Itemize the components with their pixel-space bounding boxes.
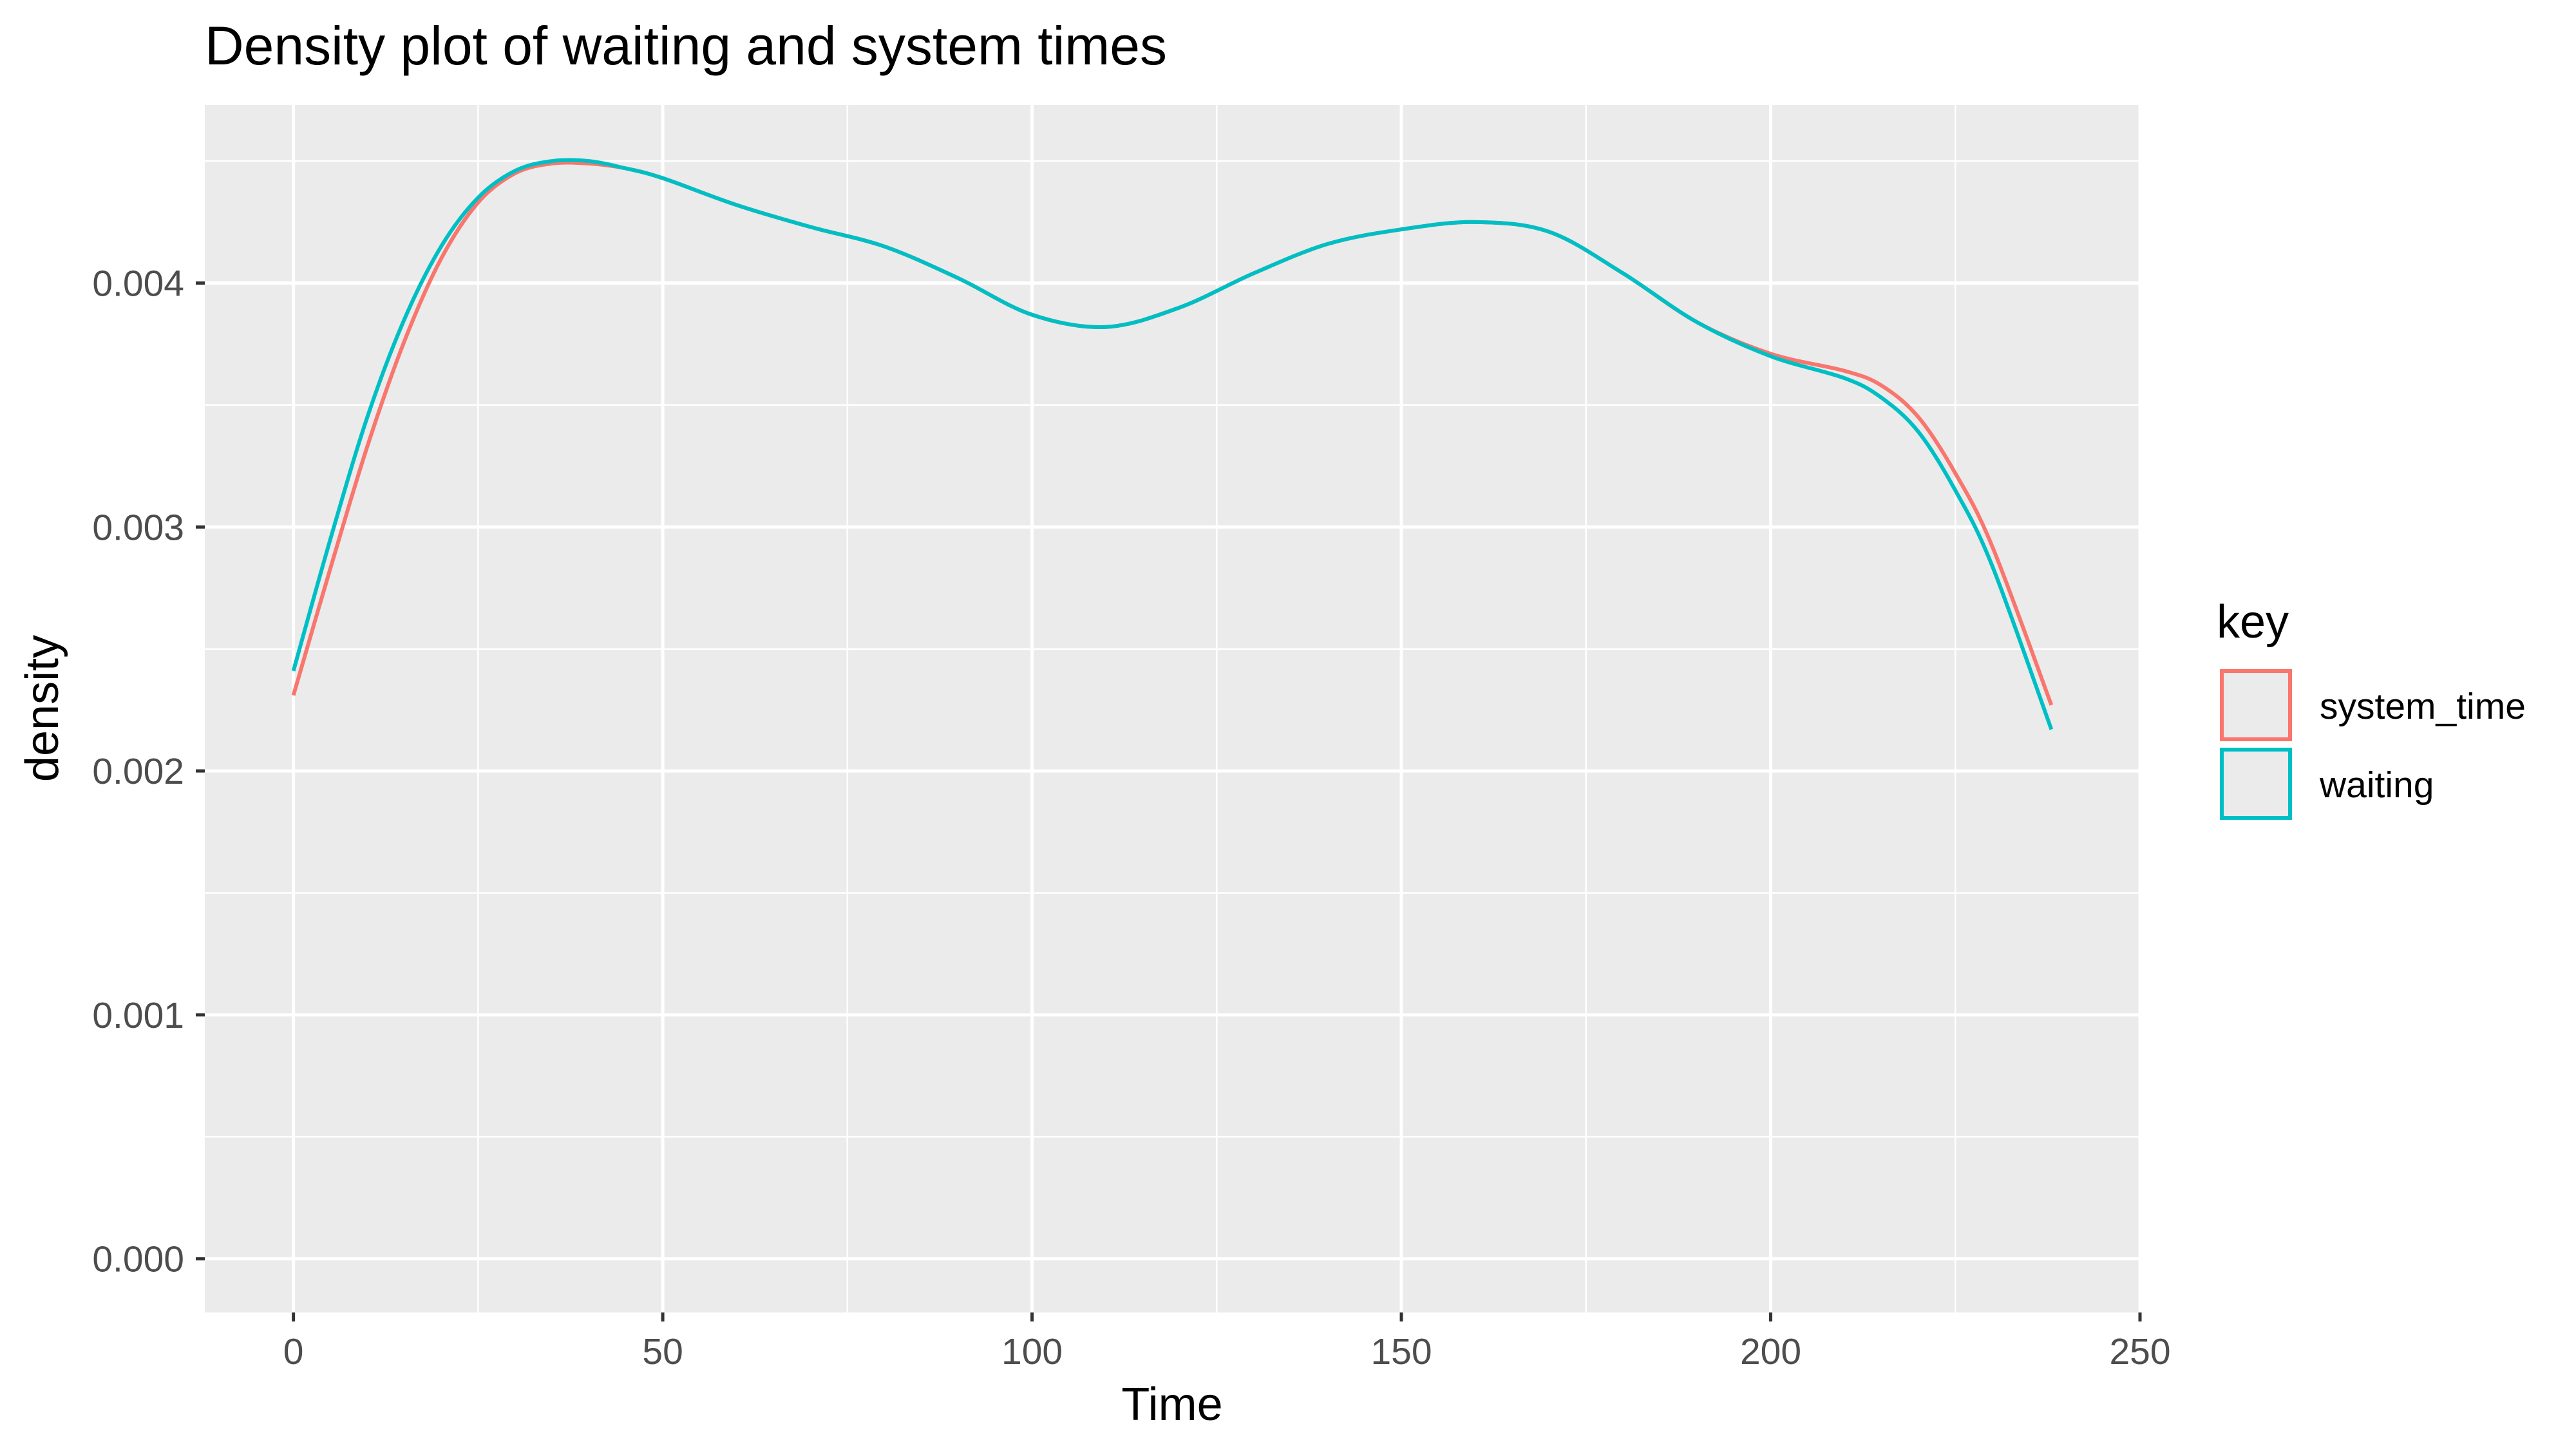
plot-panel xyxy=(205,105,2140,1312)
legend-label-waiting: waiting xyxy=(2319,764,2434,806)
y-tick-label: 0.002 xyxy=(92,751,184,792)
y-tick-label: 0.001 xyxy=(92,995,184,1036)
density-curves xyxy=(291,158,2054,730)
y-axis-title: density xyxy=(17,635,68,782)
chart-title: Density plot of waiting and system times xyxy=(205,15,1167,76)
x-tick-label: 150 xyxy=(1370,1331,1432,1372)
y-tick-label: 0.000 xyxy=(92,1239,184,1280)
y-tick-label: 0.004 xyxy=(92,263,184,305)
legend-key-waiting xyxy=(2220,748,2292,820)
y-tick-label: 0.003 xyxy=(92,507,184,548)
major-gridlines xyxy=(205,105,2142,1312)
minor-gridlines xyxy=(205,105,2140,1312)
x-tick-label: 100 xyxy=(1001,1331,1063,1372)
legend-key-bg xyxy=(2221,748,2291,819)
x-axis-title: Time xyxy=(1121,1379,1222,1430)
x-tick-label: 200 xyxy=(1740,1331,1801,1372)
x-tick-label: 0 xyxy=(283,1331,304,1372)
series-line-waiting xyxy=(291,158,2054,730)
x-axis: 0 50 100 150 200 250 xyxy=(283,1312,2171,1372)
x-tick-label: 250 xyxy=(2109,1331,2170,1372)
legend-key-bg xyxy=(2221,670,2291,741)
legend-title: key xyxy=(2217,596,2289,648)
x-tick-label: 50 xyxy=(642,1331,683,1372)
legend-label-system-time: system_time xyxy=(2320,686,2526,727)
y-axis: 0.000 0.001 0.002 0.003 0.004 xyxy=(92,263,205,1280)
legend-key-system-time xyxy=(2220,669,2292,741)
